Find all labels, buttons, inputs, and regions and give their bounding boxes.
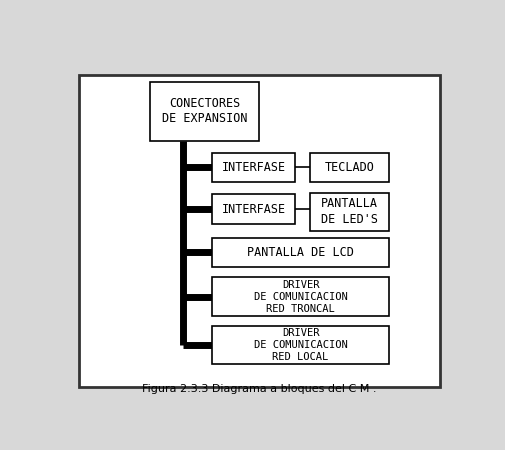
Text: INTERFASE: INTERFASE <box>221 161 285 174</box>
Bar <box>212 238 388 267</box>
Text: DRIVER
DE COMUNICACION
RED LOCAL: DRIVER DE COMUNICACION RED LOCAL <box>253 328 347 362</box>
Bar <box>212 153 294 182</box>
Bar <box>212 326 388 364</box>
Bar <box>212 278 388 315</box>
Bar <box>310 153 388 182</box>
Bar <box>310 193 388 231</box>
Text: CONECTORES
DE EXPANSION: CONECTORES DE EXPANSION <box>162 97 246 126</box>
Text: PANTALLA DE LCD: PANTALLA DE LCD <box>246 246 353 259</box>
Text: DRIVER
DE COMUNICACION
RED TRONCAL: DRIVER DE COMUNICACION RED TRONCAL <box>253 279 347 314</box>
Text: TECLADO: TECLADO <box>324 161 374 174</box>
Text: Figura 2.3.3 Diagrama a bloques del C M .: Figura 2.3.3 Diagrama a bloques del C M … <box>142 384 376 394</box>
Bar <box>212 194 294 224</box>
Text: INTERFASE: INTERFASE <box>221 202 285 216</box>
Text: PANTALLA
DE LED'S: PANTALLA DE LED'S <box>320 198 377 226</box>
Bar <box>149 82 259 140</box>
